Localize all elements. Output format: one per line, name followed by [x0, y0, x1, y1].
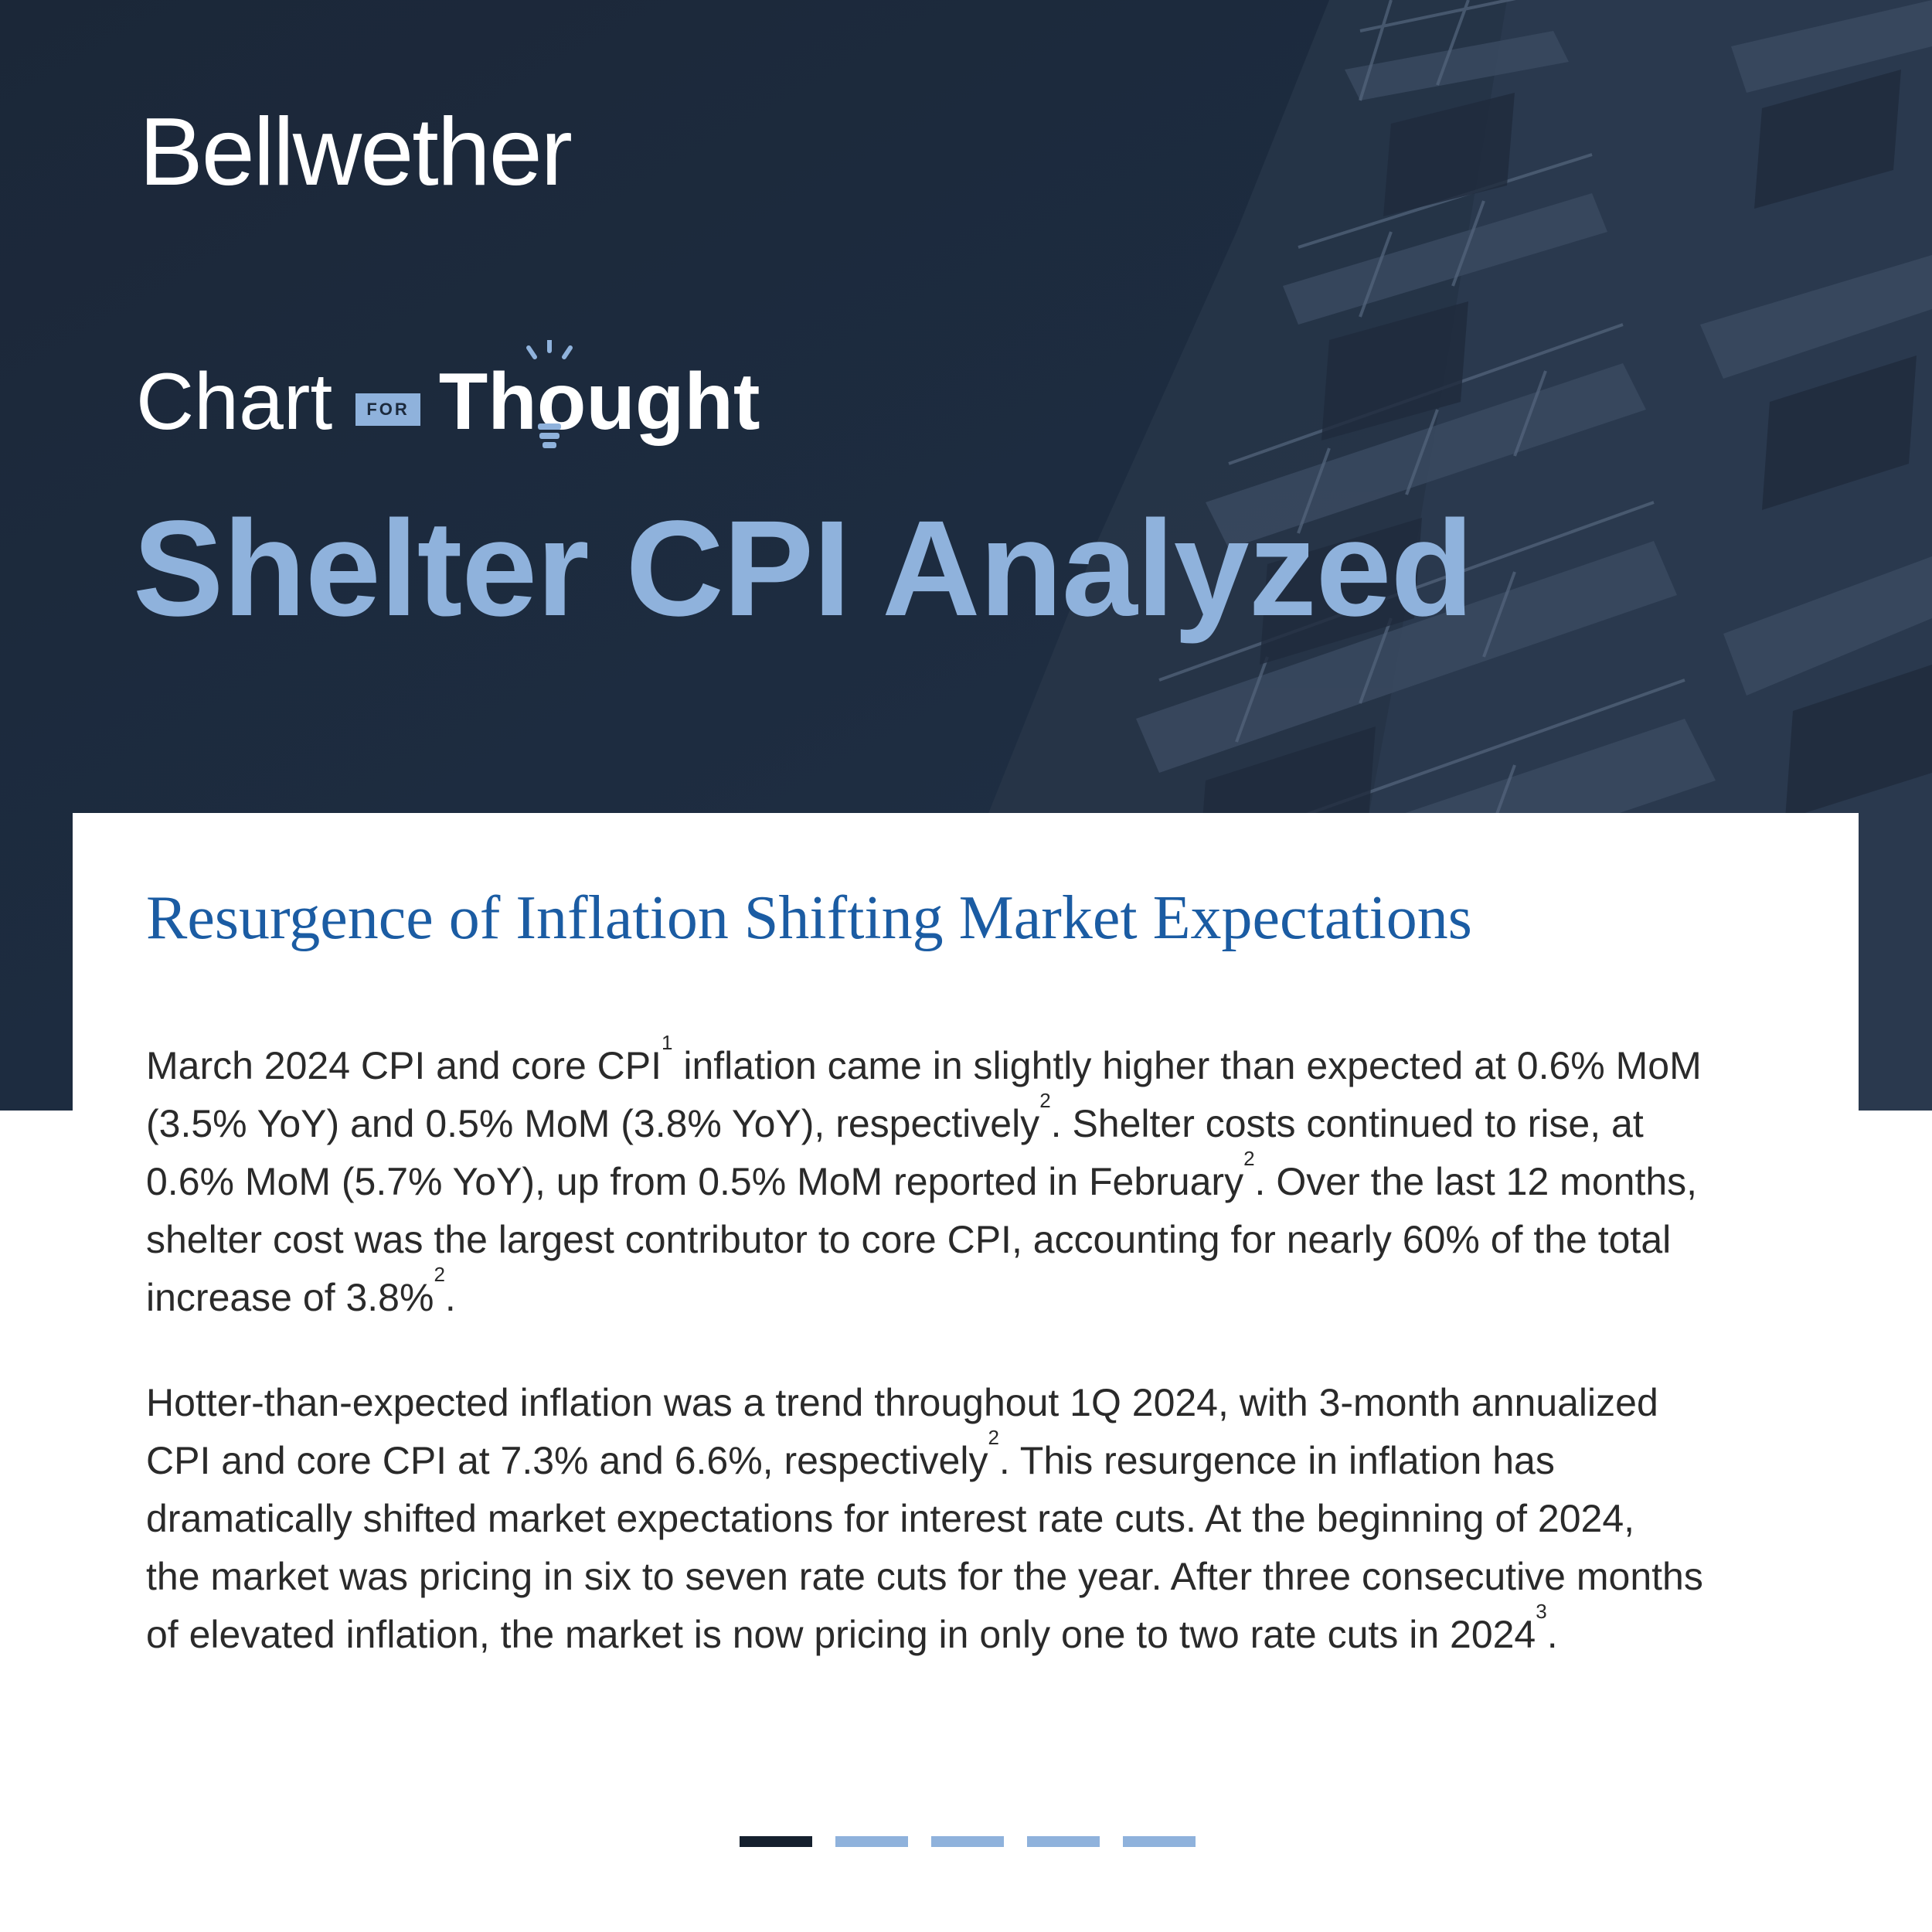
series-chart-word: Chart — [136, 357, 333, 447]
paragraph-line: of elevated inflation, the market is now… — [146, 1600, 1558, 1656]
series-for-badge: FOR — [355, 393, 420, 426]
carousel-pager — [740, 1836, 1196, 1847]
pager-dot-3[interactable] — [931, 1836, 1004, 1847]
paragraph-2: Hotter-than-expected inflation was a tre… — [146, 1374, 1862, 1664]
chart-for-thought-logo: Chart FOR Thought — [136, 340, 760, 452]
article-subtitle: Resurgence of Inflation Shifting Market … — [146, 884, 1472, 952]
paragraph-line: 0.6% MoM (5.7% YoY), up from 0.5% MoM re… — [146, 1147, 1698, 1203]
paragraph-line: CPI and core CPI at 7.3% and 6.6%, respe… — [146, 1426, 1555, 1482]
bellwether-logo: Bellwether — [139, 99, 573, 206]
paragraph-line: March 2024 CPI and core CPI1 inflation c… — [146, 1031, 1702, 1087]
series-thought-word: Thought — [439, 340, 760, 448]
lightbulb-icon — [526, 340, 573, 448]
footnote-ref: 2 — [1243, 1147, 1255, 1170]
footnote-ref: 3 — [1536, 1600, 1547, 1623]
footnote-ref: 1 — [662, 1031, 673, 1054]
page-title: Shelter CPI Analyzed — [133, 493, 1474, 645]
paragraph-line: the market was pricing in six to seven r… — [146, 1555, 1703, 1598]
series-thought-text: Thought — [438, 357, 760, 447]
pager-dot-4[interactable] — [1027, 1836, 1100, 1847]
footnote-ref: 2 — [434, 1263, 445, 1286]
pager-dot-2[interactable] — [835, 1836, 908, 1847]
pager-dot-1[interactable] — [740, 1836, 812, 1847]
paragraph-line: (3.5% YoY) and 0.5% MoM (3.8% YoY), resp… — [146, 1089, 1644, 1145]
paragraph-line: Hotter-than-expected inflation was a tre… — [146, 1381, 1658, 1424]
article-card: Resurgence of Inflation Shifting Market … — [73, 813, 1859, 1932]
paragraph-line: increase of 3.8%2. — [146, 1263, 456, 1319]
pager-dot-5[interactable] — [1123, 1836, 1196, 1847]
paragraph-1: March 2024 CPI and core CPI1 inflation c… — [146, 1031, 1862, 1327]
paragraph-line: dramatically shifted market expectations… — [146, 1497, 1635, 1540]
paragraph-line: shelter cost was the largest contributor… — [146, 1218, 1672, 1261]
footnote-ref: 2 — [988, 1426, 999, 1449]
footnote-ref: 2 — [1039, 1089, 1051, 1112]
